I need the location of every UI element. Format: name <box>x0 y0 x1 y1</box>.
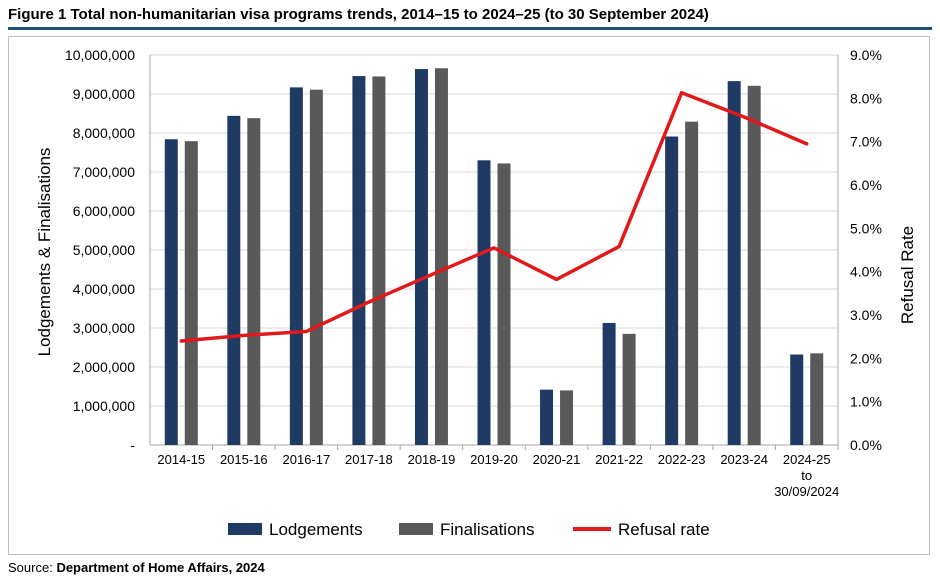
bar-finalisations <box>497 163 511 446</box>
x-tick-label-line: 2016-17 <box>283 452 331 467</box>
bar-finalisations <box>622 333 636 445</box>
bar-lodgements <box>665 136 679 445</box>
legend-label: Finalisations <box>440 520 535 539</box>
legend-label: Refusal rate <box>618 520 710 539</box>
x-tick-label-line: 2020-21 <box>533 452 581 467</box>
x-tick-label: 2016-17 <box>283 452 331 467</box>
bar-finalisations <box>247 118 261 446</box>
y2-tick-label: 9.0% <box>850 47 882 63</box>
figure-title: Figure 1 Total non-humanitarian visa pro… <box>8 6 932 30</box>
x-tick-label-line: 2021-22 <box>595 452 643 467</box>
y-tick-label: 10,000,000 <box>65 47 135 63</box>
y-tick-label: 1,000,000 <box>73 398 135 414</box>
y2-tick-label: 2.0% <box>850 350 882 366</box>
source-text: Department of Home Affairs, 2024 <box>56 560 265 575</box>
line-refusal-rate <box>179 90 809 343</box>
x-tick-label: 2024-25 to 30/09/2024 <box>774 452 839 499</box>
y-tick-label: 6,000,000 <box>73 203 135 219</box>
x-tick-label: 2014-15 <box>157 452 205 467</box>
legend-swatch <box>228 523 262 535</box>
bar-lodgements <box>164 139 178 445</box>
y2-tick-label: 0.0% <box>850 437 882 453</box>
y2-axis-title: Refusal Rate <box>898 226 917 324</box>
chart-frame: - 1,000,000 2,000,000 3,000,000 4,000,000 5,0… <box>8 36 930 555</box>
x-tick-label: 2015-16 <box>220 452 268 467</box>
x-tick-label-line: 2023-24 <box>720 452 768 467</box>
bar-finalisations <box>560 390 574 445</box>
y-axis-title: Lodgements & Finalisations <box>35 148 54 357</box>
source-label: Source: <box>8 560 53 575</box>
bar-finalisations <box>372 76 386 445</box>
y2-tick-label: 8.0% <box>850 90 882 106</box>
x-tick-label-line: 30/09/2024 <box>774 484 839 499</box>
x-tick-label-line: 2015-16 <box>220 452 268 467</box>
bar-lodgements <box>227 115 241 445</box>
chart: - 1,000,000 2,000,000 3,000,000 4,000,000 5,0… <box>35 47 917 539</box>
bar-finalisations <box>685 121 699 445</box>
x-tick-label-line: 2024-25 <box>783 452 831 467</box>
bar-finalisations <box>309 89 323 446</box>
x-tick-label-line: 2019-20 <box>470 452 518 467</box>
x-tick-label-line: 2022-23 <box>658 452 706 467</box>
bar-lodgements <box>790 354 804 445</box>
x-tick-label-line: 2017-18 <box>345 452 393 467</box>
x-tick-label-line: 2014-15 <box>157 452 205 467</box>
x-tick-label-line: 2018-19 <box>408 452 456 467</box>
bar-lodgements <box>289 87 303 445</box>
y-tick-label: 8,000,000 <box>73 125 135 141</box>
y-tick-label: 4,000,000 <box>73 281 135 297</box>
y-tick-label: - <box>130 437 135 453</box>
y-tick-label: 9,000,000 <box>73 86 135 102</box>
y2-tick-label: 7.0% <box>850 134 882 150</box>
bar-lodgements <box>352 76 366 445</box>
bar-lodgements <box>414 69 428 445</box>
y2-tick-label: 4.0% <box>850 264 882 280</box>
bar-finalisations <box>434 68 448 445</box>
bar-lodgements <box>727 81 741 445</box>
y2-tick-label: 6.0% <box>850 177 882 193</box>
bar-finalisations <box>747 85 761 445</box>
x-tick-label: 2020-21 <box>533 452 581 467</box>
y2-tick-label: 1.0% <box>850 394 882 410</box>
x-tick-label: 2022-23 <box>658 452 706 467</box>
x-tick-label: 2021-22 <box>595 452 643 467</box>
x-tick-label: 2019-20 <box>470 452 518 467</box>
legend-swatch <box>399 523 433 535</box>
x-tick-label-line: to <box>801 468 812 483</box>
legend-label: Lodgements <box>269 520 363 539</box>
x-tick-label: 2017-18 <box>345 452 393 467</box>
source-note: Source: Department of Home Affairs, 2024 <box>8 560 265 575</box>
y-tick-label: 5,000,000 <box>73 242 135 258</box>
y-tick-label: 3,000,000 <box>73 320 135 336</box>
bar-lodgements <box>540 389 554 445</box>
y-tick-label: 2,000,000 <box>73 359 135 375</box>
bar-lodgements <box>602 322 616 445</box>
x-tick-label: 2023-24 <box>720 452 768 467</box>
y2-tick-label: 5.0% <box>850 220 882 236</box>
bar-finalisations <box>184 141 198 445</box>
x-tick-label: 2018-19 <box>408 452 456 467</box>
y-tick-label: 7,000,000 <box>73 164 135 180</box>
bar-finalisations <box>810 353 824 445</box>
y2-tick-label: 3.0% <box>850 307 882 323</box>
bar-lodgements <box>477 160 491 446</box>
